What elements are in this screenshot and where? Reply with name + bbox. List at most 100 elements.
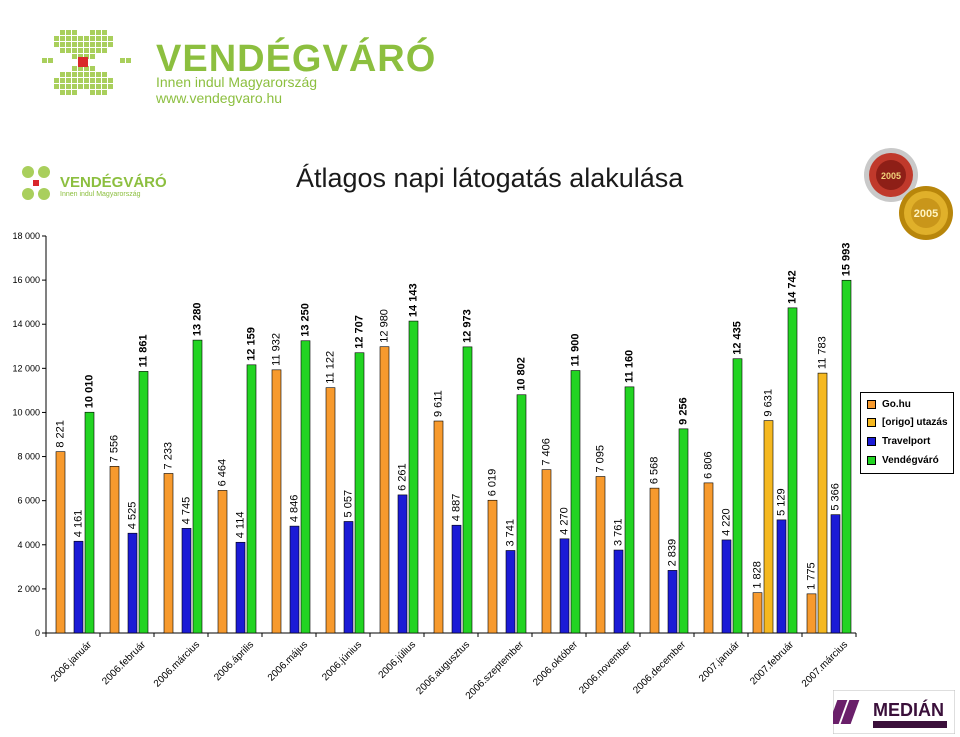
median-logo: MEDIÁN bbox=[833, 690, 955, 734]
x-tick-label: 2006.december bbox=[631, 639, 688, 696]
x-tick-label: 2006.november bbox=[577, 639, 634, 696]
legend-item-travelport: Travelport bbox=[867, 434, 930, 448]
median-logo-text: MEDIÁN bbox=[873, 699, 944, 720]
data-label-0-2: 7 233 bbox=[163, 442, 175, 470]
x-tick-label: 2006.április bbox=[212, 639, 256, 683]
x-tick-label: 2006.január bbox=[49, 639, 95, 685]
y-tick-label: 2 000 bbox=[17, 584, 40, 594]
x-tick-label: 2006.március bbox=[152, 639, 202, 689]
small-clover-icon bbox=[22, 166, 50, 200]
bar-2-11 bbox=[667, 570, 678, 634]
legend-item-origo: [origo] utazás bbox=[867, 415, 948, 429]
x-tick-label: 2007.január bbox=[697, 639, 743, 685]
data-label-3-1: 11 861 bbox=[138, 334, 150, 367]
legend-swatch-gohu bbox=[867, 399, 876, 409]
bar-3-10 bbox=[624, 386, 635, 634]
data-label-1-14: 11 783 bbox=[817, 336, 829, 369]
x-tick-label: 2007.március bbox=[800, 639, 850, 689]
x-tick-label: 2006.június bbox=[320, 639, 364, 683]
x-tick-label: 2006.szeptember bbox=[464, 639, 527, 702]
data-label-3-14: 15 993 bbox=[841, 243, 853, 277]
bar-2-9 bbox=[559, 538, 570, 634]
bar-3-4 bbox=[300, 340, 311, 634]
data-label-3-6: 14 143 bbox=[408, 283, 420, 317]
bar-0-14 bbox=[806, 593, 817, 634]
data-label-3-10: 11 160 bbox=[624, 350, 636, 383]
bar-3-3 bbox=[246, 364, 257, 634]
bar-3-13 bbox=[787, 307, 798, 634]
bar-0-11 bbox=[649, 487, 660, 634]
legend-swatch-origo bbox=[867, 417, 876, 427]
bar-2-10 bbox=[613, 549, 624, 634]
bar-2-6 bbox=[397, 494, 408, 634]
data-label-3-2: 13 280 bbox=[192, 302, 204, 336]
y-tick-label: 0 bbox=[35, 628, 40, 638]
bar-3-7 bbox=[462, 346, 473, 634]
x-axis-labels: 2006.január 2006.február 2006.március 2006.… bbox=[49, 639, 850, 702]
x-tick-label: 2006.augusztus bbox=[414, 639, 472, 697]
bar-0-9 bbox=[541, 469, 552, 634]
bar-3-5 bbox=[354, 352, 365, 634]
small-brand-name: VENDÉGVÁRÓ bbox=[60, 174, 167, 191]
data-label-0-6: 12 980 bbox=[379, 309, 391, 343]
data-label-2-11: 2 839 bbox=[667, 539, 679, 567]
data-label-0-5: 11 122 bbox=[325, 351, 337, 384]
data-label-0-14: 1 775 bbox=[806, 562, 818, 590]
data-label-2-10: 3 761 bbox=[613, 519, 625, 547]
data-label-2-8: 3 741 bbox=[505, 519, 517, 547]
legend-swatch-vendegvaro bbox=[867, 455, 876, 465]
data-label-0-7: 9 611 bbox=[433, 390, 445, 417]
bar-3-14 bbox=[841, 279, 852, 634]
x-tick-label: 2006.február bbox=[100, 639, 148, 687]
data-label-0-13: 1 828 bbox=[752, 561, 764, 589]
data-label-3-8: 10 802 bbox=[516, 357, 528, 391]
data-label-0-12: 6 806 bbox=[703, 451, 715, 479]
data-label-3-7: 12 973 bbox=[462, 309, 474, 343]
data-label-0-9: 7 406 bbox=[541, 438, 553, 466]
y-tick-label: 8 000 bbox=[17, 452, 40, 462]
bar-1-13 bbox=[763, 420, 774, 634]
chart-title: Átlagos napi látogatás alakulása bbox=[296, 163, 684, 193]
data-label-2-9: 4 270 bbox=[559, 507, 571, 535]
bar-0-5 bbox=[325, 387, 336, 634]
bar-0-2 bbox=[163, 473, 174, 634]
data-label-2-1: 4 525 bbox=[127, 502, 139, 530]
legend-label-travelport: Travelport bbox=[882, 435, 931, 447]
legend-swatch-travelport bbox=[867, 436, 876, 446]
y-tick-label: 14 000 bbox=[12, 319, 40, 329]
y-tick-label: 12 000 bbox=[12, 363, 40, 373]
data-label-2-14: 5 366 bbox=[830, 483, 842, 511]
y-tick-label: 4 000 bbox=[17, 540, 40, 550]
brand-url: www.vendegvaro.hu bbox=[156, 90, 283, 106]
data-label-2-4: 4 846 bbox=[289, 495, 301, 523]
x-tick-label: 2006.október bbox=[531, 639, 581, 689]
bar-2-7 bbox=[451, 524, 462, 634]
vendegvaro-logo: VENDÉGVÁRÓ Innen indul Magyarország www.… bbox=[22, 0, 435, 128]
legend-item-vendegvaro: Vendégváró bbox=[867, 453, 939, 467]
bar-2-13 bbox=[776, 519, 787, 634]
bar-0-8 bbox=[487, 499, 498, 634]
bar-3-2 bbox=[192, 339, 203, 634]
bar-2-1 bbox=[127, 532, 138, 634]
bar-0-12 bbox=[703, 482, 714, 634]
bar-1-14 bbox=[817, 372, 828, 634]
data-label-2-13: 5 129 bbox=[776, 488, 788, 516]
y-axis-ticks: 0 2 000 4 000 6 000 8 000 10 000 12 000 14 000 1… bbox=[12, 231, 46, 638]
bar-2-3 bbox=[235, 541, 246, 634]
data-label-3-3: 12 159 bbox=[246, 327, 258, 361]
data-label-0-3: 6 464 bbox=[217, 459, 229, 487]
y-tick-label: 6 000 bbox=[17, 496, 40, 506]
bar-0-4 bbox=[271, 369, 282, 634]
bar-3-11 bbox=[678, 428, 689, 634]
data-label-3-5: 12 707 bbox=[354, 315, 366, 349]
data-label-2-7: 4 887 bbox=[451, 494, 463, 522]
award-seal-red-icon: 2005 bbox=[864, 148, 918, 202]
award-seal-gold-icon: 2005 bbox=[899, 186, 953, 240]
bar-3-0 bbox=[84, 411, 95, 634]
bar-2-8 bbox=[505, 550, 516, 634]
bar-2-5 bbox=[343, 521, 354, 634]
bar-3-6 bbox=[408, 320, 419, 634]
bar-2-14 bbox=[830, 514, 841, 634]
legend-label-gohu: Go.hu bbox=[882, 398, 911, 410]
